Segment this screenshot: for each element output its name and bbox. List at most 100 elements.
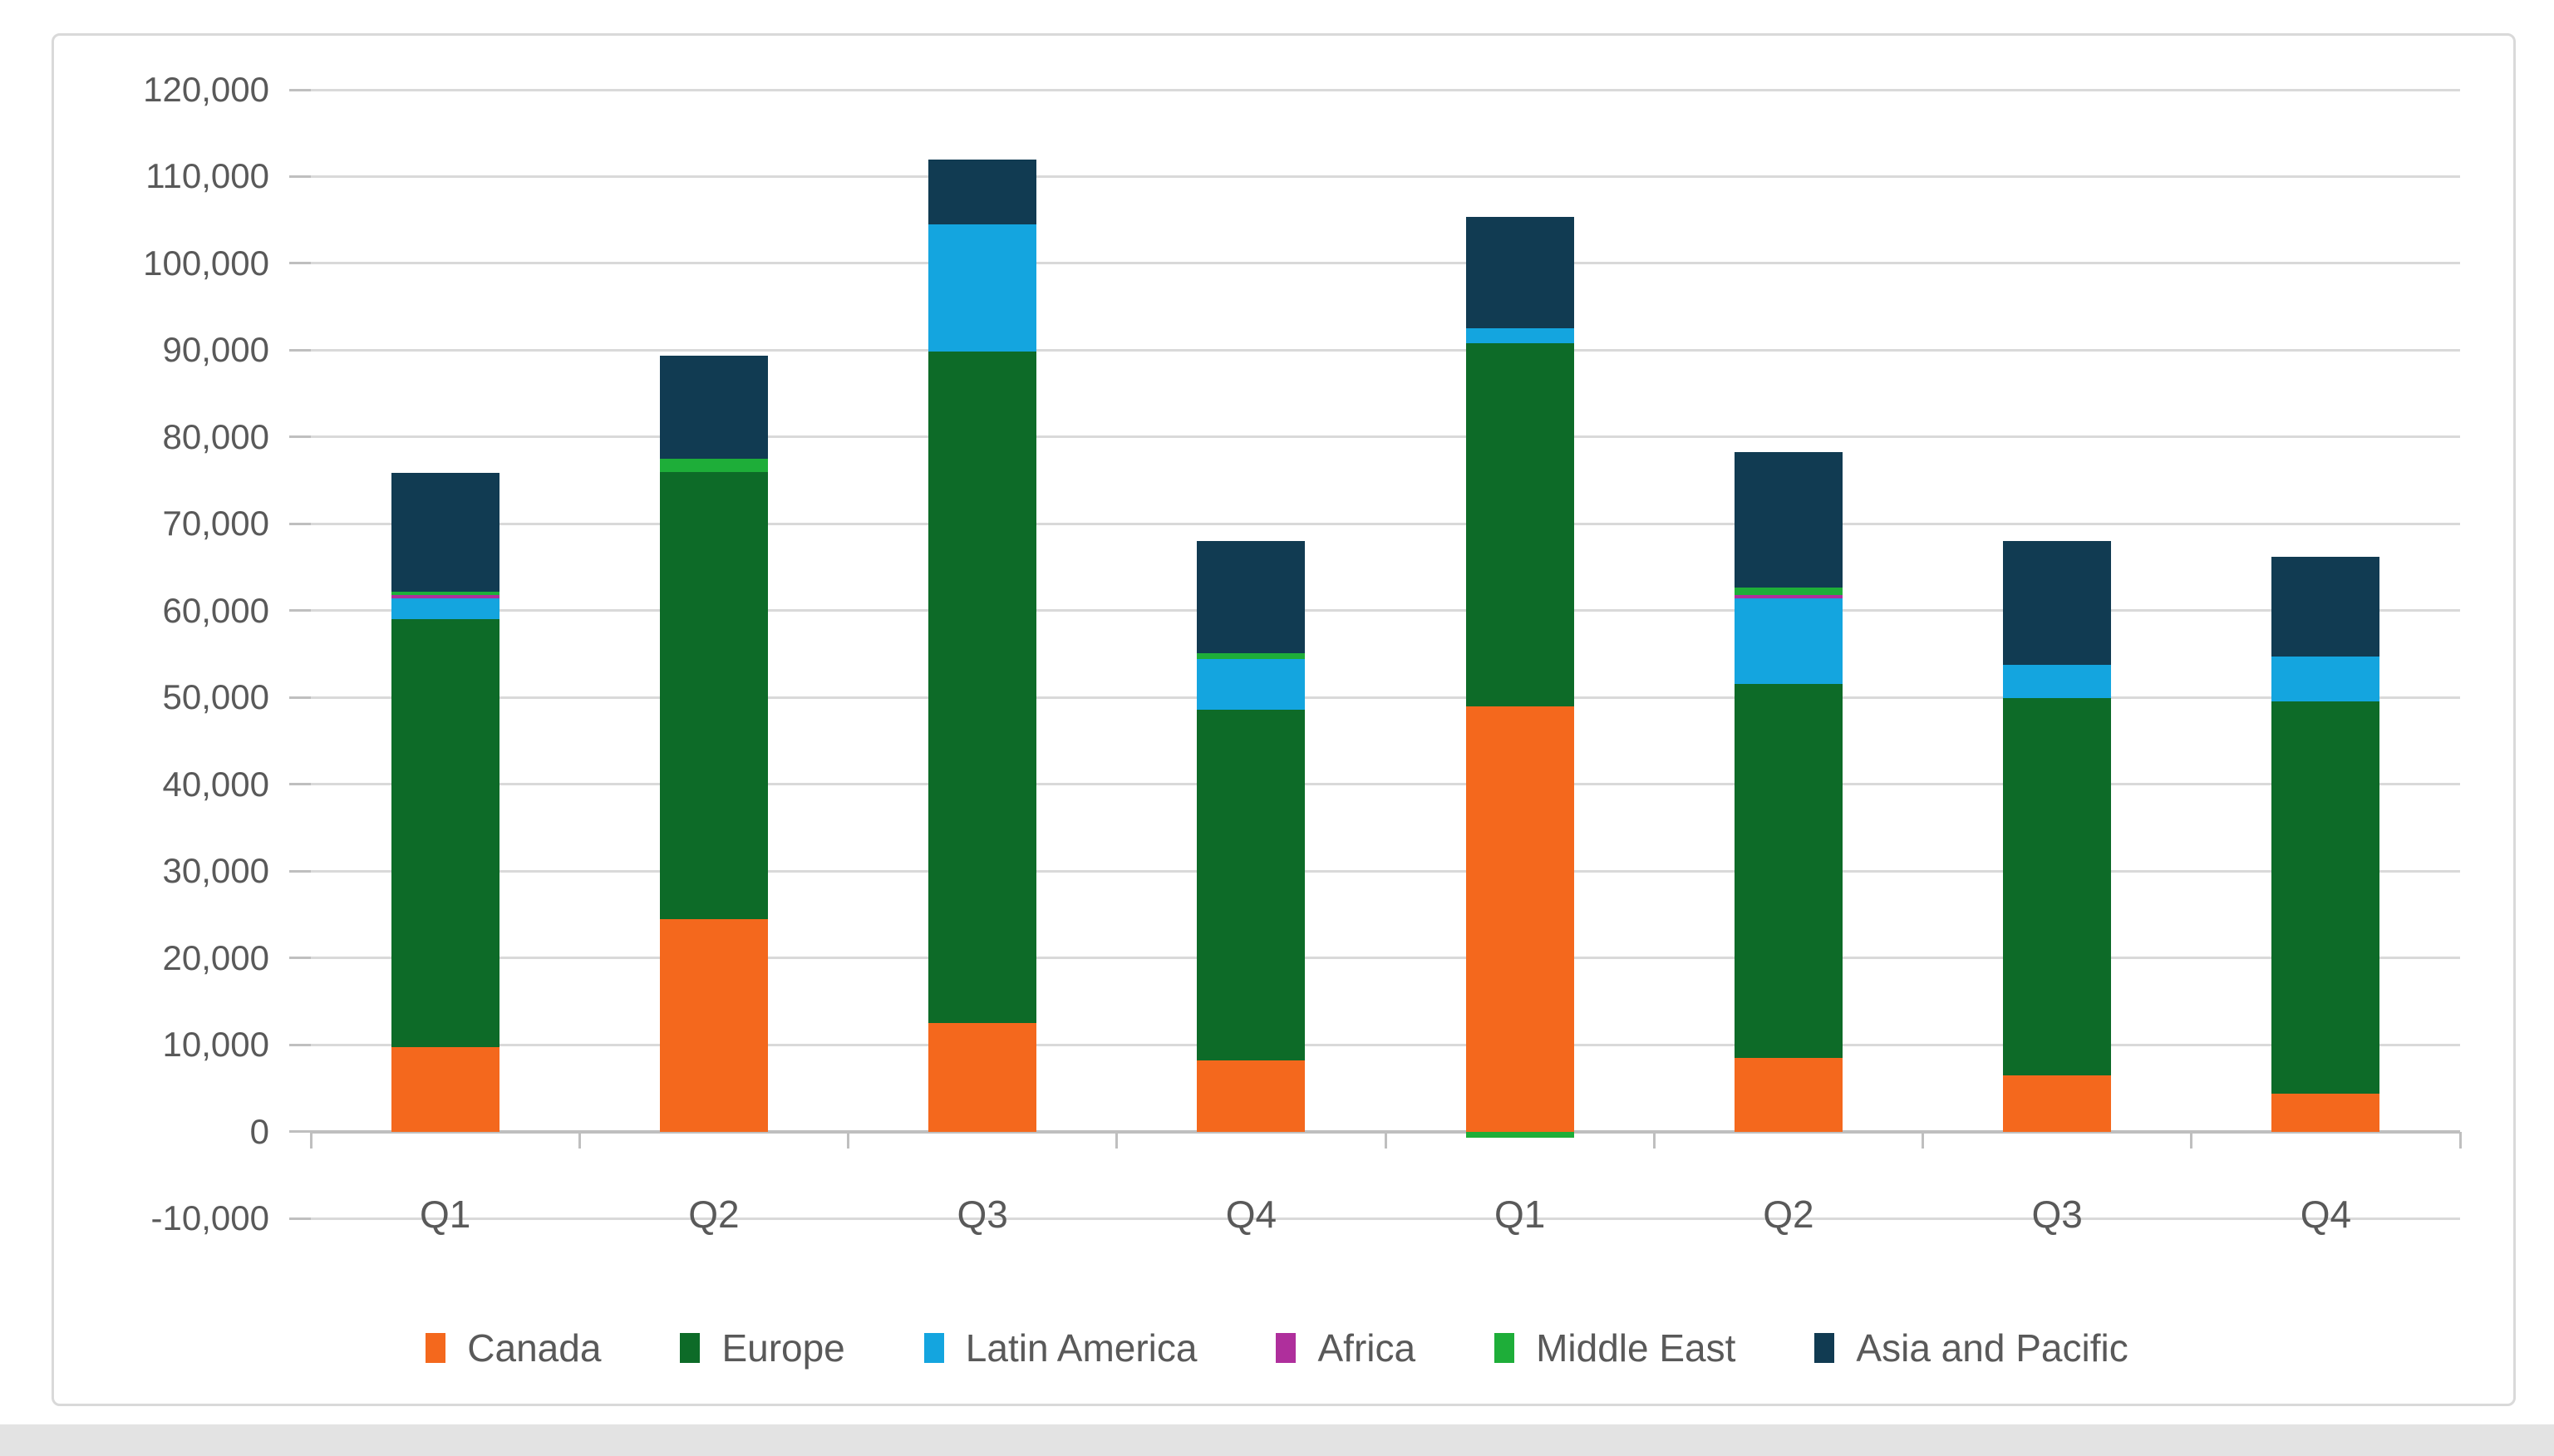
category-axis-tick [309, 1131, 312, 1149]
bar-segment-latin-america[interactable] [391, 598, 499, 620]
legend-label: Asia and Pacific [1856, 1326, 2128, 1370]
category-axis-tick [1652, 1131, 1656, 1149]
bar-segment-europe[interactable] [1734, 683, 1843, 1058]
legend-item-canada[interactable]: Canada [426, 1329, 601, 1367]
category-axis-tick [1115, 1131, 1119, 1149]
bar-segment-latin-america[interactable] [1465, 328, 1574, 344]
bar-segment-europe[interactable] [2003, 698, 2112, 1075]
bar-segment-latin-america[interactable] [2003, 664, 2112, 699]
y-axis-tick [289, 783, 311, 786]
y-axis-tick-label: 40,000 [162, 764, 269, 804]
y-axis-tick [289, 609, 311, 612]
y-axis-tick-label: 90,000 [162, 330, 269, 370]
y-axis-tick-label: 110,000 [145, 156, 269, 196]
y-axis-tick-label: 20,000 [162, 937, 269, 977]
bar-segment-latin-america[interactable] [1734, 598, 1843, 684]
legend-label: Middle East [1536, 1326, 1736, 1370]
bar-segment-canada[interactable] [928, 1022, 1037, 1132]
y-gridline [311, 957, 2460, 960]
bar-segment-middle-east[interactable] [659, 458, 768, 472]
bar-segment-asia-and-pacific[interactable] [2271, 557, 2380, 657]
legend-label: Africa [1317, 1326, 1416, 1370]
legend-item-africa[interactable]: Africa [1276, 1329, 1415, 1367]
y-axis-tick-label: 60,000 [162, 590, 269, 630]
x-axis-category-label: Q3 [957, 1193, 1008, 1236]
bar-segment-canada[interactable] [1465, 706, 1574, 1132]
y-gridline [311, 609, 2460, 612]
y-axis-tick [289, 262, 311, 265]
y-axis-tick [289, 522, 311, 525]
bar-segment-asia-and-pacific[interactable] [928, 159, 1037, 224]
chart-legend: Canada Europe Latin America Africa Middle Ea… [0, 1318, 2554, 1378]
y-gridline [311, 348, 2460, 352]
bar-segment-canada[interactable] [659, 918, 768, 1132]
bar-segment-canada[interactable] [1197, 1060, 1306, 1132]
y-gridline [311, 522, 2460, 525]
bar-segment-asia-and-pacific[interactable] [2003, 541, 2112, 665]
y-axis-tick-label: 0 [249, 1111, 269, 1151]
bar-segment-middle-east[interactable] [1734, 587, 1843, 595]
bar-segment-asia-and-pacific[interactable] [1465, 216, 1574, 329]
bar-segment-latin-america[interactable] [1197, 659, 1306, 710]
x-axis-category-label: Q3 [2031, 1193, 2083, 1236]
y-axis-tick [289, 435, 311, 439]
bar-segment-asia-and-pacific[interactable] [1734, 451, 1843, 588]
y-axis-tick-label: 30,000 [162, 851, 269, 891]
y-gridline [311, 869, 2460, 873]
y-axis-tick-label: 100,000 [143, 243, 269, 283]
bar-segment-canada[interactable] [1734, 1057, 1843, 1132]
legend-item-middle-east[interactable]: Middle East [1494, 1329, 1735, 1367]
category-axis-tick [1922, 1131, 1924, 1149]
bar-segment-asia-and-pacific[interactable] [1197, 541, 1306, 653]
y-gridline [311, 88, 2460, 91]
y-axis-tick [289, 88, 311, 91]
y-axis-tick [289, 1217, 311, 1220]
bar-segment-africa[interactable] [391, 595, 499, 599]
legend-item-latin-america[interactable]: Latin America [923, 1326, 1198, 1370]
bar-segment-middle-east[interactable] [1197, 652, 1306, 660]
bar-segment-europe[interactable] [659, 471, 768, 919]
bar-segment-canada[interactable] [2003, 1075, 2112, 1132]
category-axis-tick [2458, 1131, 2462, 1149]
legend-item-europe[interactable]: Europe [680, 1326, 845, 1370]
bar-segment-europe[interactable] [1197, 709, 1306, 1060]
y-gridline [311, 1043, 2460, 1046]
legend-label: Europe [721, 1326, 845, 1370]
y-axis-tick-label: 120,000 [143, 70, 269, 109]
bar-segment-europe[interactable] [928, 352, 1037, 1023]
y-gridline [311, 1217, 2460, 1220]
bar-segment-middle-east[interactable] [1465, 1131, 1574, 1138]
y-axis-tick-label: 80,000 [162, 416, 269, 456]
bar-segment-latin-america[interactable] [928, 224, 1037, 352]
bar-segment-canada[interactable] [391, 1047, 499, 1132]
bar-segment-latin-america[interactable] [2271, 657, 2380, 702]
bar-segment-canada[interactable] [2271, 1093, 2380, 1132]
legend-label: Latin America [965, 1326, 1198, 1370]
bar-segment-europe[interactable] [391, 619, 499, 1048]
y-axis-tick [289, 957, 311, 960]
bar-segment-europe[interactable] [1465, 343, 1574, 706]
x-axis-category-label: Q2 [1763, 1193, 1814, 1236]
y-gridline [311, 783, 2460, 786]
x-axis-category-label: Q4 [2300, 1193, 2352, 1236]
bar-segment-europe[interactable] [2271, 701, 2380, 1094]
y-axis-tick [289, 175, 311, 178]
legend-color-swatch-icon [1814, 1333, 1835, 1363]
bar-segment-asia-and-pacific[interactable] [659, 355, 768, 459]
category-axis-tick [578, 1131, 581, 1149]
bar-segment-middle-east[interactable] [391, 591, 499, 596]
legend-item-asia-and-pacific[interactable]: Asia and Pacific [1814, 1329, 2128, 1367]
legend-color-swatch-icon [426, 1333, 446, 1363]
bar-segment-africa[interactable] [1734, 594, 1843, 599]
y-axis-tick [289, 696, 311, 699]
legend-color-swatch-icon [1494, 1333, 1515, 1363]
y-axis-tick [289, 1043, 311, 1046]
x-axis-category-label: Q4 [1225, 1193, 1277, 1236]
legend-label: Canada [467, 1326, 602, 1370]
category-axis-tick [2190, 1131, 2193, 1149]
bar-segment-asia-and-pacific[interactable] [391, 472, 499, 592]
y-gridline [311, 696, 2460, 699]
y-axis-tick-label: 70,000 [162, 504, 269, 544]
